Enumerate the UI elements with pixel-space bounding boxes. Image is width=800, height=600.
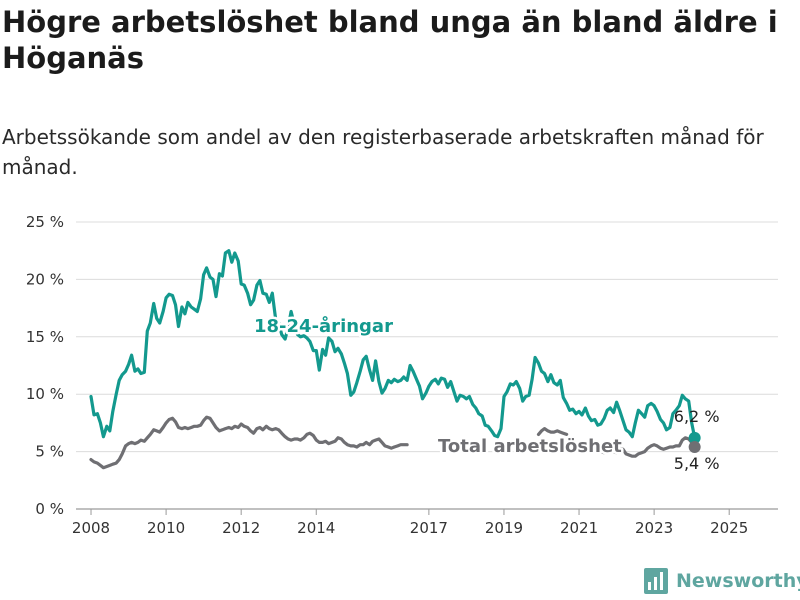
y-tick-label: 5 % [35, 443, 64, 461]
x-tick-label: 2017 [410, 519, 448, 537]
x-tick-label: 2014 [297, 519, 335, 537]
end-value-label: 6,2 % [674, 407, 720, 426]
series-line [89, 249, 697, 440]
x-tick-label: 2021 [560, 519, 598, 537]
chart-logo-icon [644, 568, 668, 594]
y-axis: 0 % 5 % 10 % 15 % 20 % 25 % [26, 213, 64, 518]
series-line [599, 436, 697, 458]
x-tick-label: 2008 [72, 519, 110, 537]
series-label-halo: 18-24-åringar [254, 315, 393, 337]
brand-name: Newsworthy [676, 570, 800, 592]
chart-subtitle: Arbetssökande som andel av den registerb… [2, 125, 764, 179]
series-end-marker [688, 431, 701, 444]
y-tick-label: 10 % [26, 385, 64, 403]
series-label-halo: Total arbetslöshet [438, 436, 622, 457]
series-end-marker [688, 441, 701, 454]
brand-logo: Newsworthy [644, 568, 800, 594]
x-tick-label: 2019 [485, 519, 523, 537]
x-tick-label: 2025 [710, 519, 748, 537]
series-label: 18-24-åringar [254, 315, 393, 337]
x-axis: 2008 2010 2012 2014 2017 2019 2021 2023 2025 [72, 509, 748, 537]
series-label: Total arbetslöshet [438, 436, 622, 457]
series-line [89, 415, 409, 470]
y-tick-label: 25 % [26, 213, 64, 231]
x-tick-label: 2010 [147, 519, 185, 537]
series-line [536, 427, 569, 436]
y-tick-label: 0 % [35, 500, 64, 518]
chart-title: Högre arbetslöshet bland unga än bland ä… [2, 5, 778, 75]
annotations: 6,2 %5,4 %18-24-åringar18-24-åringarTota… [252, 313, 720, 474]
x-tick-label: 2023 [635, 519, 673, 537]
y-tick-label: 15 % [26, 328, 64, 346]
end-value-label: 5,4 % [674, 454, 720, 473]
y-tick-label: 20 % [26, 270, 64, 288]
plot-area [89, 249, 701, 470]
grid-lines [76, 221, 778, 510]
x-tick-label: 2012 [222, 519, 260, 537]
